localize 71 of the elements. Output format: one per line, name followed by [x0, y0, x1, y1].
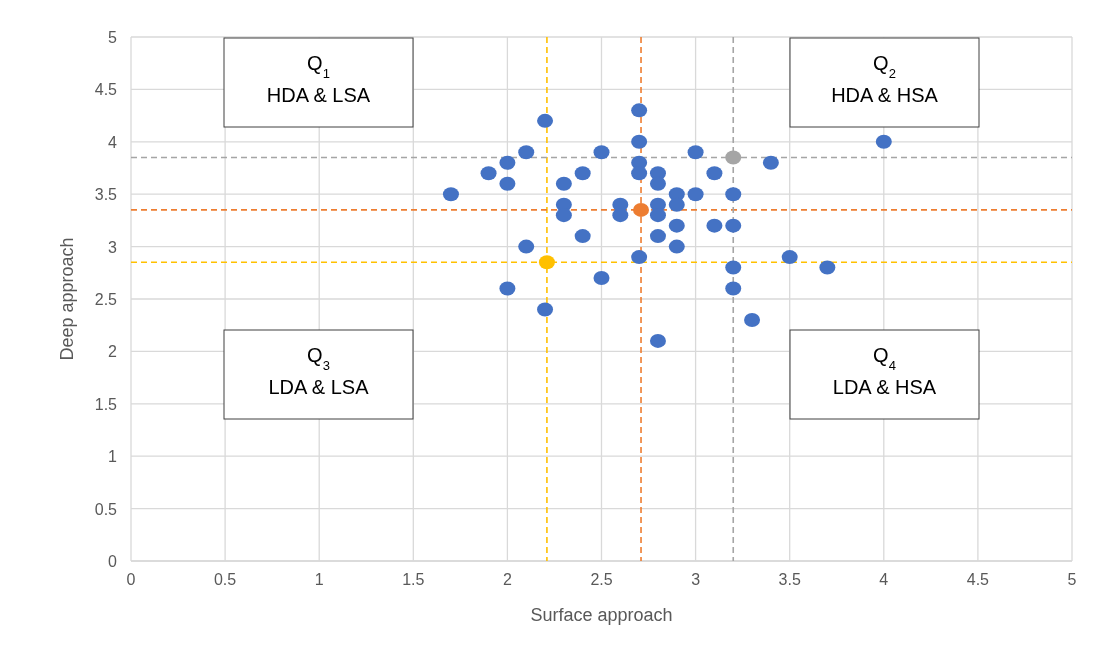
point [762, 155, 779, 170]
x-tick-label: 0 [126, 571, 136, 588]
point [537, 302, 554, 317]
point [668, 239, 685, 254]
y-tick-label: 5 [108, 29, 118, 46]
point [631, 103, 648, 118]
point [499, 155, 516, 170]
y-tick-label: 2.5 [94, 291, 118, 308]
point [725, 150, 742, 165]
point [480, 166, 497, 181]
annotation: Q$_{3}$ LDA & LSA [268, 344, 370, 398]
y-tick-label: 0 [108, 553, 118, 570]
point [668, 197, 685, 212]
y-tick-label: 1 [108, 448, 118, 466]
point [649, 229, 666, 244]
point [442, 187, 459, 202]
x-tick-label: 4.5 [966, 571, 990, 588]
point [555, 176, 572, 191]
point [538, 255, 555, 270]
x-tick-label: 3 [691, 571, 701, 588]
point [574, 229, 591, 244]
y-tick-label: 3.5 [94, 186, 118, 204]
y-tick-label: 0.5 [94, 500, 118, 518]
y-tick-label: 3 [108, 238, 118, 256]
x-tick-label: 0.5 [213, 571, 237, 588]
point [499, 281, 516, 296]
y-tick-label: 2 [108, 343, 118, 361]
point [687, 187, 704, 202]
point [518, 239, 535, 254]
point [631, 250, 648, 265]
point [649, 176, 666, 191]
y-tick-label: 1.5 [94, 395, 118, 413]
point [706, 166, 723, 181]
point [687, 145, 704, 160]
annotation: Q$_{1}$ HDA & LSA [266, 52, 371, 106]
point [875, 134, 892, 149]
point [499, 176, 516, 191]
point [518, 145, 535, 160]
point [706, 218, 723, 233]
y-tick-label: 4 [108, 133, 118, 151]
annotation: Q$_{2}$ HDA & HSA [831, 52, 939, 106]
x-tick-label: 1 [314, 571, 324, 588]
point [631, 166, 648, 181]
point [649, 208, 666, 223]
point [633, 202, 650, 217]
y-tick-label: 4.5 [94, 81, 118, 99]
x-tick-label: 4 [879, 571, 889, 588]
point [725, 218, 742, 233]
point [593, 145, 610, 160]
point [612, 208, 629, 223]
x-tick-label: 2 [502, 571, 512, 588]
x-tick-label: 3.5 [778, 571, 801, 588]
point [744, 312, 761, 327]
point [668, 218, 685, 233]
point [649, 333, 666, 348]
point [725, 260, 742, 275]
point [781, 250, 798, 265]
point [631, 134, 648, 149]
y-axis-title: Deep approach [57, 237, 77, 361]
x-tick-label: 5 [1067, 571, 1077, 588]
x-tick-label: 1.5 [402, 571, 425, 588]
x-axis-title: Surface approach [530, 605, 673, 625]
point [537, 113, 554, 128]
annotation: Q$_{4}$ LDA & HSA [832, 344, 937, 398]
point [574, 166, 591, 181]
point [593, 271, 610, 286]
point [725, 187, 742, 202]
point [819, 260, 836, 275]
point [725, 281, 742, 296]
x-tick-label: 2.5 [590, 571, 613, 588]
point [555, 208, 572, 223]
